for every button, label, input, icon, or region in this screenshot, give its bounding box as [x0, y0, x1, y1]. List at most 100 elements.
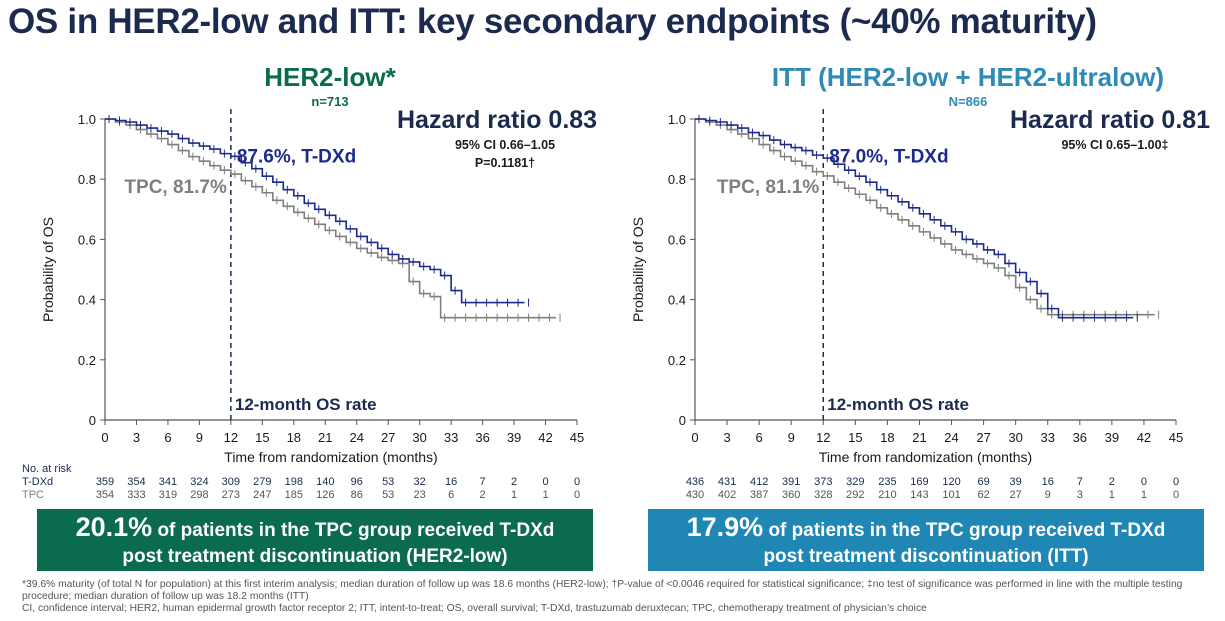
x-tick-label: 45: [1169, 430, 1183, 445]
chart-subtitle: ITT (HER2-low + HER2-ultralow): [772, 62, 1164, 92]
risk-value: 1: [511, 489, 517, 501]
y-tick-label: 0: [89, 413, 96, 428]
x-tick-label: 0: [691, 430, 698, 445]
chart-subtitle: HER2-low*: [264, 62, 396, 92]
risk-value: 235: [878, 476, 896, 488]
risk-value: 0: [542, 476, 548, 488]
risk-value: 324: [190, 476, 208, 488]
hazard-ratio: Hazard ratio 0.83: [397, 106, 597, 134]
vline-label: 12-month OS rate: [827, 395, 969, 414]
risk-value: 0: [1141, 476, 1147, 488]
risk-value: 273: [222, 489, 240, 501]
risk-row-label: TPC: [22, 489, 44, 501]
risk-value: 2: [1109, 476, 1115, 488]
x-tick-label: 39: [1105, 430, 1119, 445]
risk-value: 341: [159, 476, 177, 488]
x-tick-label: 45: [570, 430, 584, 445]
n-label: n=713: [311, 94, 348, 109]
tpc-curve: [695, 118, 1155, 316]
risk-value: 0: [1173, 476, 1179, 488]
risk-value: 354: [127, 476, 145, 488]
risk-value: 402: [718, 489, 736, 501]
chart-itt: ITT (HER2-low + HER2-ultralow) N=866 Hazar…: [630, 62, 1210, 501]
vline-label: 12-month OS rate: [235, 395, 377, 414]
y-tick-label: 0.6: [78, 232, 96, 247]
banner-line2: post treatment discontinuation (ITT): [763, 546, 1089, 567]
x-tick-label: 6: [164, 430, 171, 445]
y-tick-label: 0.8: [668, 172, 686, 187]
y-tick-label: 0.8: [78, 172, 96, 187]
x-tick-label: 24: [349, 430, 363, 445]
y-tick-label: 0.4: [78, 293, 96, 308]
chart-her2-low: HER2-low* n=713 Hazard ratio 0.83 95% CI 0.…: [22, 62, 597, 501]
y-axis-label: Probability of OS: [40, 217, 56, 322]
risk-header: No. at risk: [22, 463, 72, 475]
risk-value: 2: [480, 489, 486, 501]
risk-value: 292: [846, 489, 864, 501]
tdxd-rate-label: 87.6%, T-DXd: [237, 146, 356, 167]
risk-value: 62: [977, 489, 989, 501]
x-tick-label: 18: [287, 430, 301, 445]
tdxd-rate-label: 87.0%, T-DXd: [829, 146, 948, 167]
risk-value: 279: [253, 476, 271, 488]
y-tick-label: 1.0: [668, 112, 686, 127]
y-tick-label: 0.6: [668, 232, 686, 247]
risk-value: 3: [1077, 489, 1083, 501]
risk-value: 143: [910, 489, 928, 501]
risk-value: 32: [414, 476, 426, 488]
y-tick-label: 0.4: [668, 293, 686, 308]
risk-value: 96: [351, 476, 363, 488]
risk-row-label: T-DXd: [22, 476, 53, 488]
risk-value: 431: [718, 476, 736, 488]
page-title: OS in HER2-low and ITT: key secondary en…: [8, 2, 1097, 41]
risk-value: 1: [1109, 489, 1115, 501]
risk-value: 359: [96, 476, 114, 488]
risk-value: 198: [285, 476, 303, 488]
risk-value: 373: [814, 476, 832, 488]
risk-value: 120: [942, 476, 960, 488]
x-tick-label: 27: [976, 430, 990, 445]
risk-value: 1: [542, 489, 548, 501]
x-axis-label: Time from randomization (months): [819, 449, 1032, 465]
y-tick-label: 1.0: [78, 112, 96, 127]
x-tick-label: 0: [101, 430, 108, 445]
risk-value: 387: [750, 489, 768, 501]
tpc-rate-label: TPC, 81.7%: [124, 177, 227, 198]
x-tick-label: 9: [196, 430, 203, 445]
y-tick-label: 0.2: [668, 353, 686, 368]
ci-label: 95% CI 0.66–1.05: [455, 138, 555, 152]
footnote: *39.6% maturity (of total N for populati…: [22, 579, 1222, 615]
n-label: N=866: [949, 94, 988, 109]
x-tick-label: 3: [133, 430, 140, 445]
risk-value: 2: [511, 476, 517, 488]
banner-pct: 17.9%: [686, 512, 764, 542]
x-tick-label: 24: [944, 430, 958, 445]
x-tick-label: 36: [1073, 430, 1087, 445]
risk-value: 412: [750, 476, 768, 488]
x-tick-label: 18: [880, 430, 894, 445]
ci-label: 95% CI 0.65–1.00‡: [1061, 138, 1168, 152]
risk-value: 0: [574, 489, 580, 501]
banner-her2-low: 20.1% of patients in the TPC group recei…: [37, 509, 593, 571]
risk-value: 430: [686, 489, 704, 501]
x-tick-label: 3: [723, 430, 730, 445]
y-tick-label: 0.2: [78, 353, 96, 368]
risk-value: 126: [316, 489, 334, 501]
risk-value: 329: [846, 476, 864, 488]
banner-itt: 17.9% of patients in the TPC group recei…: [648, 509, 1204, 571]
risk-value: 309: [222, 476, 240, 488]
risk-value: 319: [159, 489, 177, 501]
x-tick-label: 30: [412, 430, 426, 445]
x-axis-label: Time from randomization (months): [224, 449, 437, 465]
risk-value: 185: [285, 489, 303, 501]
risk-value: 7: [480, 476, 486, 488]
risk-value: 0: [1173, 489, 1179, 501]
risk-value: 436: [686, 476, 704, 488]
footnote-line1: *39.6% maturity (of total N for populati…: [22, 579, 1183, 602]
x-tick-label: 15: [848, 430, 862, 445]
y-axis-label: Probability of OS: [630, 217, 646, 322]
risk-value: 298: [190, 489, 208, 501]
p-value: P=0.1181†: [475, 156, 535, 170]
risk-value: 53: [382, 489, 394, 501]
